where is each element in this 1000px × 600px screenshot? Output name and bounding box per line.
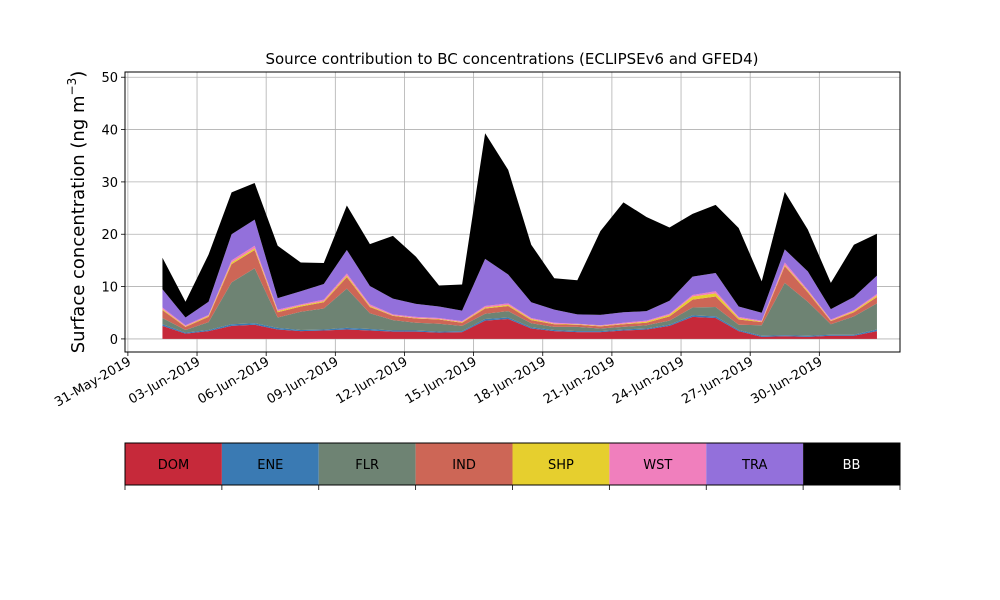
x-tick-label: 03-Jun-2019 [126,354,203,407]
stacked-areas [162,133,877,339]
legend-label-bb: BB [843,458,861,473]
legend-swatch-wst [609,443,707,485]
y-axis-label-main: Surface concentration (ng m [68,95,89,353]
x-axis: 31-May-201903-Jun-201906-Jun-201909-Jun-… [52,352,825,410]
legend-swatch-ind [415,443,513,485]
area-flr [162,268,877,336]
y-axis-label: Surface concentration (ng m−3) [65,71,89,354]
legend-label-ene: ENE [257,458,283,473]
legend-swatch-bb [803,443,900,485]
legend-swatch-ene [221,443,319,485]
area-dom [162,316,877,339]
legend-label-tra: TRA [741,458,767,473]
y-tick-label: 50 [101,71,118,86]
x-tick-label: 24-Jun-2019 [610,354,687,407]
legend-label-flr: FLR [355,458,379,473]
y-axis: 0 10 20 30 40 50 [101,71,125,348]
legend-label-wst: WST [643,458,672,473]
legend-swatch-shp [512,443,610,485]
legend-swatch-tra [706,443,804,485]
legend-swatch-flr [318,443,416,485]
legend-label-shp: SHP [548,458,574,473]
legend-label-ind: IND [452,458,476,473]
x-tick-label: 30-Jun-2019 [749,354,826,407]
x-tick-label: 12-Jun-2019 [334,354,411,407]
y-axis-label-superscript: −3 [65,78,79,96]
y-tick-label: 20 [101,228,118,243]
plot-frame [124,71,901,353]
x-tick-label: 09-Jun-2019 [264,354,341,407]
x-tick-label: 15-Jun-2019 [403,354,480,407]
legend-label-dom: DOM [158,458,189,473]
x-tick-label: 18-Jun-2019 [472,354,549,407]
legend-swatch-dom [125,443,222,485]
y-tick-label: 40 [101,124,118,139]
y-tick-label: 30 [101,176,118,191]
area-ind [162,249,877,331]
y-axis-label-close: ) [68,71,89,78]
area-tra [162,219,877,326]
x-tick-label: 27-Jun-2019 [679,354,756,407]
y-tick-label: 10 [101,281,118,296]
x-tick-label: 06-Jun-2019 [195,354,272,407]
legend-colorbar: DOM ENE FLR IND SHP WST TRA BB [124,442,901,490]
chart-title: Source contribution to BC concentrations… [265,50,758,68]
x-tick-label: 21-Jun-2019 [541,354,618,407]
area-bb [162,133,877,318]
x-tick-label: 31-May-2019 [52,354,134,410]
y-tick-label: 0 [110,333,118,348]
